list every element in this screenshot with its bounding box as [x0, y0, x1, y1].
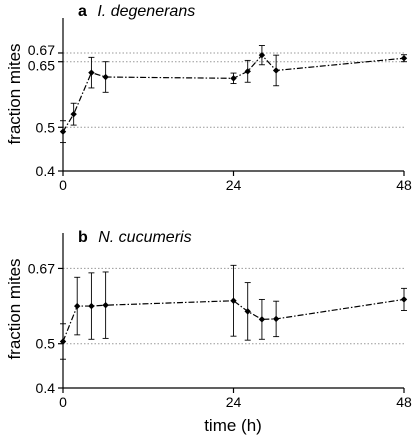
panel-b-y-tick-label-2: 0.67 — [28, 260, 55, 276]
panel-a-species: I. degenerans — [97, 3, 195, 20]
panel-a-y-tick-label-3: 0.67 — [28, 42, 55, 58]
panel-b-title: b N. cucumeris — [78, 229, 192, 246]
panel-b-data-point-0 — [59, 338, 67, 345]
panel-b-data-point-7 — [272, 315, 280, 323]
panel-a-plot-area: 0 24 48 0.4 0.5 0.650.67 — [28, 18, 412, 193]
panel-b-plot-area: 0 24 48 0.4 0.5 0.67 — [28, 233, 412, 410]
panel-b-data-point-1 — [74, 302, 81, 310]
panel-b-data-point-2 — [88, 302, 95, 310]
panel-b-data-point-4 — [230, 297, 237, 304]
panel-a-data-point-6 — [258, 51, 266, 59]
panel-a-x-tick-label-1: 24 — [226, 177, 242, 193]
panel-a-data-point-2 — [88, 69, 95, 76]
panel-a-x-tick-label-0: 0 — [59, 177, 67, 193]
panel-b-data-point-3 — [102, 301, 109, 309]
panel-b-x-tick-label-0: 0 — [59, 394, 67, 410]
panel-b-ylabel: fraction mites — [5, 258, 24, 359]
panel-a-data-point-5 — [244, 68, 251, 75]
panel-b-data-point-8 — [400, 296, 408, 303]
panel-a: 0 24 48 0.4 0.5 0.650.67 a I. degenerans frac… — [5, 3, 412, 193]
panel-a-data-point-8 — [400, 55, 408, 62]
panel-a-y-tick-label-1: 0.5 — [36, 119, 56, 135]
panel-a-data-point-4 — [230, 75, 237, 82]
panel-a-ylabel: fraction mites — [5, 43, 24, 144]
panel-a-y-tick-label-2: 0.65 — [28, 58, 55, 74]
panel-b-xlabel: time (h) — [204, 416, 262, 435]
panel-a-data-point-1 — [70, 110, 77, 118]
panel-a-letter: a — [78, 3, 87, 20]
panel-a-data-point-3 — [102, 73, 109, 81]
panel-a-x-tick-label-2: 48 — [396, 177, 412, 193]
panel-a-title: a I. degenerans — [78, 3, 195, 20]
panel-b-series-line — [62, 298, 405, 342]
panel-a-data-point-7 — [272, 67, 280, 74]
panel-b-x-tick-label-2: 48 — [396, 394, 412, 410]
panel-b-y-tick-label-1: 0.5 — [36, 336, 56, 352]
panel-a-data-point-0 — [59, 128, 67, 135]
panel-a-series-line — [62, 54, 405, 132]
panel-b-data-point-6 — [258, 316, 266, 323]
panel-b-species: N. cucumeris — [98, 229, 191, 246]
panel-a-y-tick-label-0: 0.4 — [36, 163, 56, 179]
panel-b: 0 24 48 0.4 0.5 0.67 b N. cucumeris fraction … — [5, 229, 412, 435]
panel-b-y-tick-label-0: 0.4 — [36, 380, 56, 396]
panel-b-letter: b — [78, 229, 88, 246]
panel-b-x-tick-label-1: 24 — [226, 394, 242, 410]
panel-b-data-point-5 — [244, 308, 251, 315]
